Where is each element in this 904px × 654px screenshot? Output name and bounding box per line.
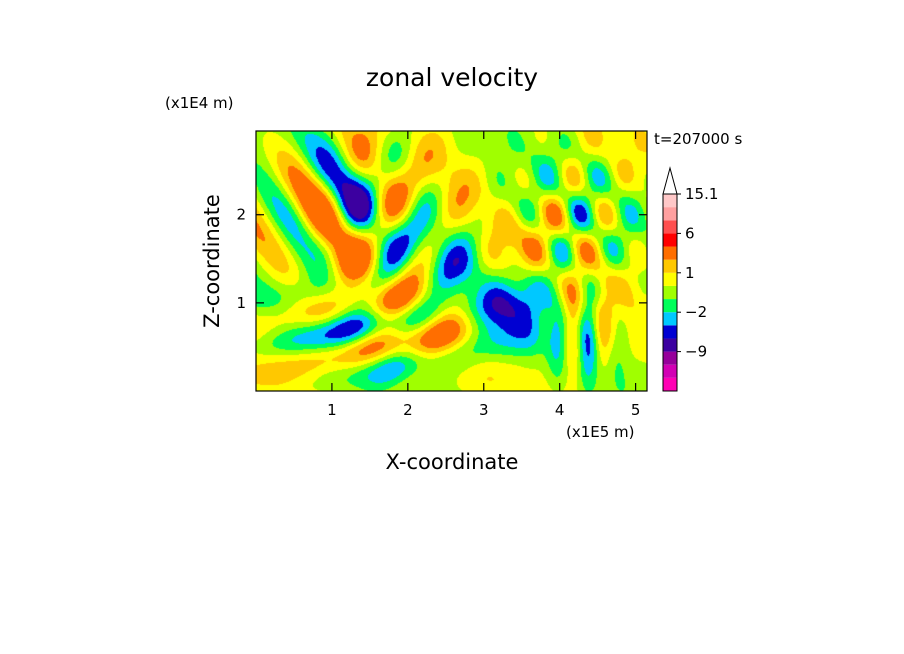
colorbar-swatch — [663, 338, 677, 352]
colorbar-swatch — [663, 246, 677, 260]
y-axis: 12 — [236, 206, 647, 312]
x-tick-label: 2 — [403, 401, 413, 419]
colorbar-label: 6 — [685, 224, 695, 242]
x-tick-label: 1 — [327, 401, 337, 419]
y-axis-title: Z-coordinate — [200, 194, 224, 328]
colorbar-swatch — [663, 312, 677, 326]
x-tick-label: 3 — [479, 401, 489, 419]
time-label: t=207000 s — [654, 130, 742, 148]
colorbar-label: 1 — [685, 264, 695, 282]
colorbar: 15.1 6 1 −2 −9 — [662, 166, 718, 392]
y-scale-label: (x1E4 m) — [165, 94, 234, 112]
colorbar-swatch — [663, 351, 677, 365]
colorbar-swatch — [663, 377, 677, 391]
colorbar-swatch — [663, 299, 677, 313]
plot-frame — [255, 130, 648, 392]
colorbar-swatch — [663, 233, 677, 247]
colorbar-swatch — [663, 285, 677, 300]
colorbar-swatch — [663, 207, 677, 221]
colorbar-swatch — [663, 194, 677, 208]
contour-plot — [255, 130, 648, 392]
colorbar-extend-arrow — [662, 166, 678, 195]
colorbar-swatch — [663, 220, 677, 234]
colorbar-swatch — [663, 272, 677, 286]
y-tick-label: 1 — [236, 294, 246, 312]
velocity-contour-field — [256, 131, 647, 391]
x-scale-label: (x1E5 m) — [566, 423, 635, 441]
x-axis: 1 2 3 4 5 — [327, 131, 640, 419]
x-tick-label: 4 — [555, 401, 565, 419]
colorbar-label: −2 — [685, 303, 707, 321]
y-tick-label: 2 — [236, 206, 246, 224]
colorbar-label: −9 — [685, 343, 707, 361]
colorbar-swatch — [663, 259, 677, 273]
colorbar-swatch — [663, 325, 677, 339]
colorbar-label: 15.1 — [685, 185, 718, 203]
x-tick-label: 5 — [631, 401, 641, 419]
colorbar-swatch — [663, 364, 677, 378]
x-axis-title: X-coordinate — [386, 450, 519, 474]
chart-title: zonal velocity — [366, 63, 538, 92]
